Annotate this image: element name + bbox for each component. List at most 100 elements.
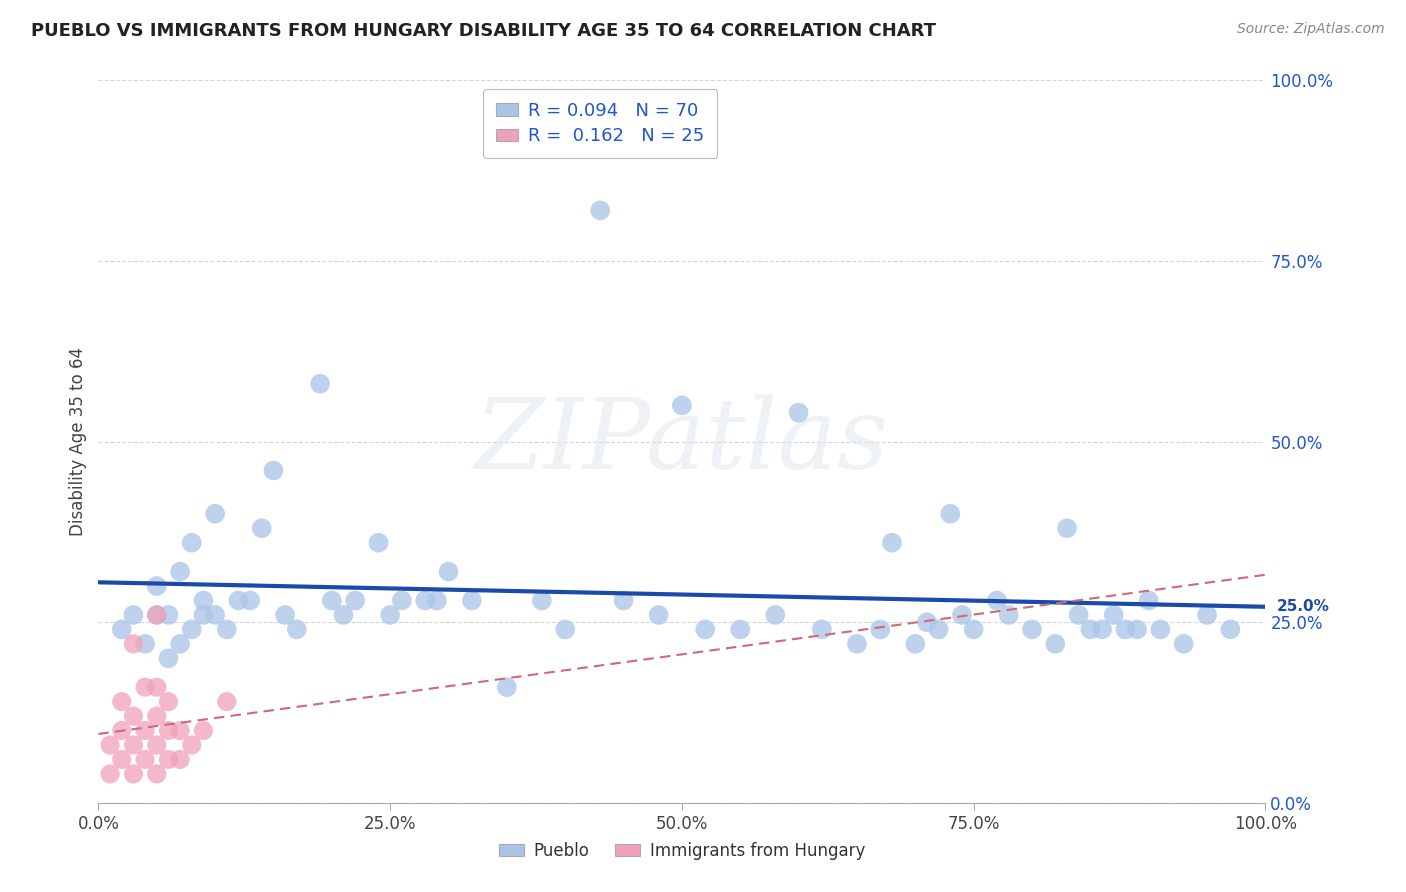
Point: [613, 593, 636, 607]
Point: [111, 695, 134, 709]
Point: [204, 507, 226, 521]
Point: [1219, 623, 1241, 637]
Point: [122, 637, 145, 651]
Point: [846, 637, 869, 651]
Point: [193, 607, 215, 622]
Point: [647, 607, 669, 622]
Point: [426, 593, 449, 607]
Point: [157, 607, 180, 622]
Point: [122, 767, 145, 781]
Text: 25.0%: 25.0%: [1277, 599, 1330, 615]
Point: [939, 507, 962, 521]
Point: [98, 767, 121, 781]
Point: [1102, 607, 1125, 622]
Point: [274, 607, 297, 622]
Point: [134, 680, 156, 694]
Point: [1021, 623, 1043, 637]
Point: [1173, 637, 1195, 651]
Point: [413, 593, 436, 607]
Point: [1195, 607, 1218, 622]
Point: [589, 203, 612, 218]
Point: [380, 607, 402, 622]
Point: [146, 709, 169, 723]
Point: [193, 723, 215, 738]
Point: [671, 398, 693, 412]
Point: [950, 607, 973, 622]
Point: [134, 723, 156, 738]
Point: [787, 406, 810, 420]
Point: [962, 623, 984, 637]
Point: [157, 651, 180, 665]
Point: [530, 593, 553, 607]
Point: [496, 680, 519, 694]
Point: [1114, 623, 1136, 637]
Point: [169, 723, 191, 738]
Point: [134, 637, 156, 651]
Point: [146, 767, 169, 781]
Point: [344, 593, 367, 607]
Point: [193, 593, 215, 607]
Point: [309, 376, 332, 391]
Point: [730, 623, 752, 637]
Point: [146, 680, 169, 694]
Point: [321, 593, 343, 607]
Point: [169, 565, 191, 579]
Point: [157, 752, 180, 766]
Point: [180, 535, 202, 549]
Point: [157, 723, 180, 738]
Text: Source: ZipAtlas.com: Source: ZipAtlas.com: [1237, 22, 1385, 37]
Point: [391, 593, 413, 607]
Y-axis label: Disability Age 35 to 64: Disability Age 35 to 64: [69, 347, 87, 536]
Point: [869, 623, 891, 637]
Point: [204, 607, 226, 622]
Point: [146, 579, 169, 593]
Point: [146, 607, 169, 622]
Point: [695, 623, 717, 637]
Text: ZIPatlas: ZIPatlas: [475, 394, 889, 489]
Point: [169, 752, 191, 766]
Point: [437, 565, 460, 579]
Point: [763, 607, 786, 622]
Point: [122, 607, 145, 622]
Point: [928, 623, 950, 637]
Point: [367, 535, 389, 549]
Point: [1126, 623, 1149, 637]
Point: [1091, 623, 1114, 637]
Point: [239, 593, 262, 607]
Point: [111, 623, 134, 637]
Point: [915, 615, 938, 630]
Point: [169, 637, 191, 651]
Point: [146, 607, 169, 622]
Point: [228, 593, 250, 607]
Point: [1067, 607, 1090, 622]
Point: [880, 535, 903, 549]
Point: [111, 723, 134, 738]
Point: [904, 637, 927, 651]
Point: [157, 695, 180, 709]
Point: [986, 593, 1008, 607]
Point: [98, 738, 121, 752]
Point: [1056, 521, 1078, 535]
Point: [146, 738, 169, 752]
Point: [554, 623, 576, 637]
Point: [262, 463, 284, 477]
Point: [122, 738, 145, 752]
Point: [111, 752, 134, 766]
Point: [180, 623, 202, 637]
Point: [1080, 623, 1102, 637]
Point: [811, 623, 834, 637]
Point: [122, 709, 145, 723]
Point: [461, 593, 484, 607]
Point: [250, 521, 273, 535]
Point: [285, 623, 308, 637]
Point: [1137, 593, 1160, 607]
Point: [1149, 623, 1171, 637]
Legend: Pueblo, Immigrants from Hungary: Pueblo, Immigrants from Hungary: [492, 836, 872, 867]
Point: [134, 752, 156, 766]
Point: [997, 607, 1019, 622]
Text: PUEBLO VS IMMIGRANTS FROM HUNGARY DISABILITY AGE 35 TO 64 CORRELATION CHART: PUEBLO VS IMMIGRANTS FROM HUNGARY DISABI…: [31, 22, 936, 40]
Point: [180, 738, 202, 752]
Point: [332, 607, 354, 622]
Point: [1045, 637, 1067, 651]
Point: [215, 695, 238, 709]
